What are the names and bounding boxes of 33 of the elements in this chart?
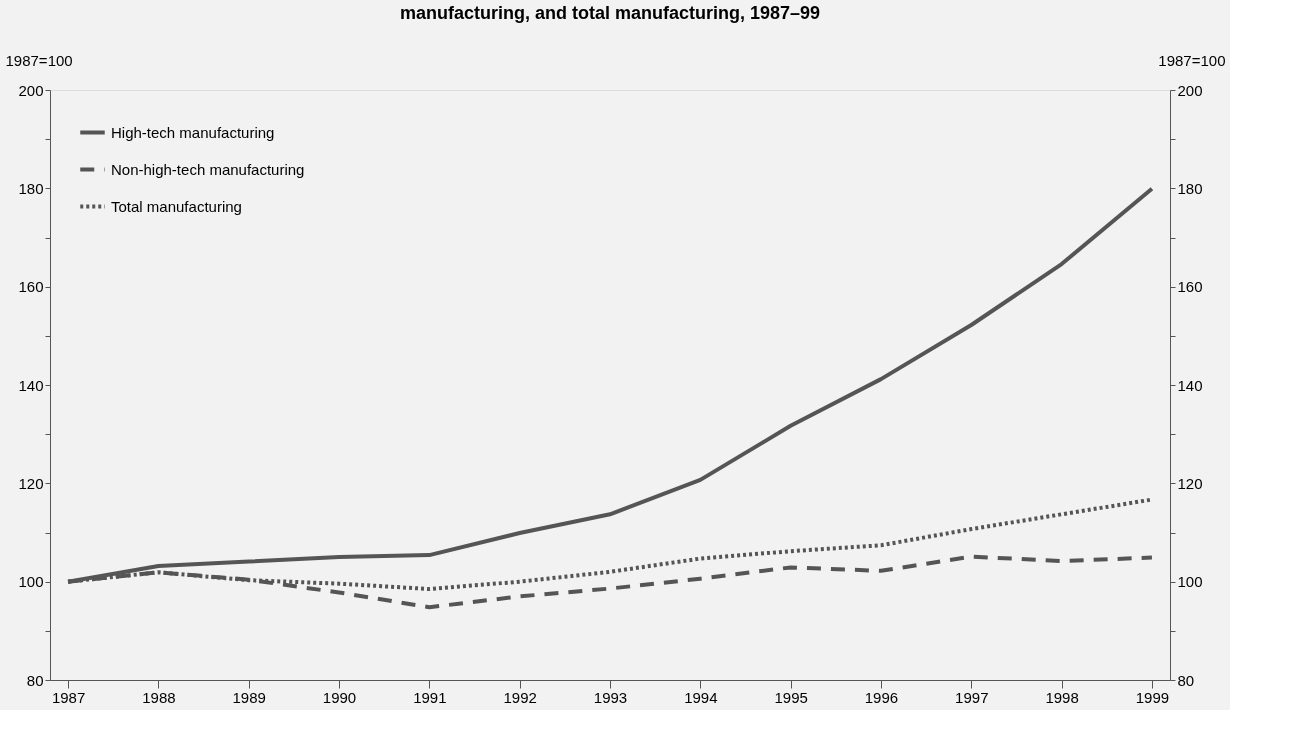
- x-tick-label: 1999: [1135, 688, 1170, 706]
- y-tick-label: 200: [18, 81, 44, 99]
- x-tick-label: 1995: [774, 688, 808, 706]
- y-tick-label: 80: [26, 671, 44, 689]
- chart-title: manufacturing, and total manufacturing, 1987–99: [399, 3, 821, 23]
- legend-label: High-tech manufacturing: [111, 123, 275, 141]
- x-tick-label: 1998: [1045, 688, 1079, 706]
- y2-tick-label: 180: [1177, 179, 1203, 197]
- y-tick-label: 100: [18, 573, 44, 591]
- x-tick-label: 1996: [864, 688, 899, 706]
- y-tick-label: 160: [18, 278, 44, 296]
- x-tick-label: 1994: [684, 688, 718, 706]
- x-tick-label: 1993: [593, 688, 628, 706]
- y2-tick-label: 120: [1177, 474, 1203, 492]
- y2-tick-label: 140: [1177, 376, 1203, 394]
- legend-label: Non-high-tech manufacturing: [111, 160, 305, 178]
- y-axis-title: 1987=100: [5, 51, 73, 69]
- x-tick-label: 1997: [955, 688, 989, 706]
- x-tick-label: 1991: [413, 688, 447, 706]
- legend-label: Total manufacturing: [111, 197, 242, 215]
- x-tick-label: 1990: [322, 688, 357, 706]
- y2-tick-label: 160: [1177, 278, 1203, 296]
- x-tick-label: 1988: [142, 688, 176, 706]
- x-tick-label: 1992: [503, 688, 537, 706]
- x-tick-label: 1987: [51, 688, 86, 706]
- y2-axis-title: 1987=100: [1158, 51, 1226, 69]
- x-tick-label: 1989: [232, 688, 266, 706]
- y2-tick-label: 100: [1177, 573, 1203, 591]
- y2-tick-label: 200: [1177, 81, 1203, 99]
- y-tick-label: 140: [18, 376, 44, 394]
- y-tick-label: 180: [18, 179, 44, 197]
- y2-tick-label: 80: [1177, 671, 1195, 689]
- y-tick-label: 120: [18, 474, 44, 492]
